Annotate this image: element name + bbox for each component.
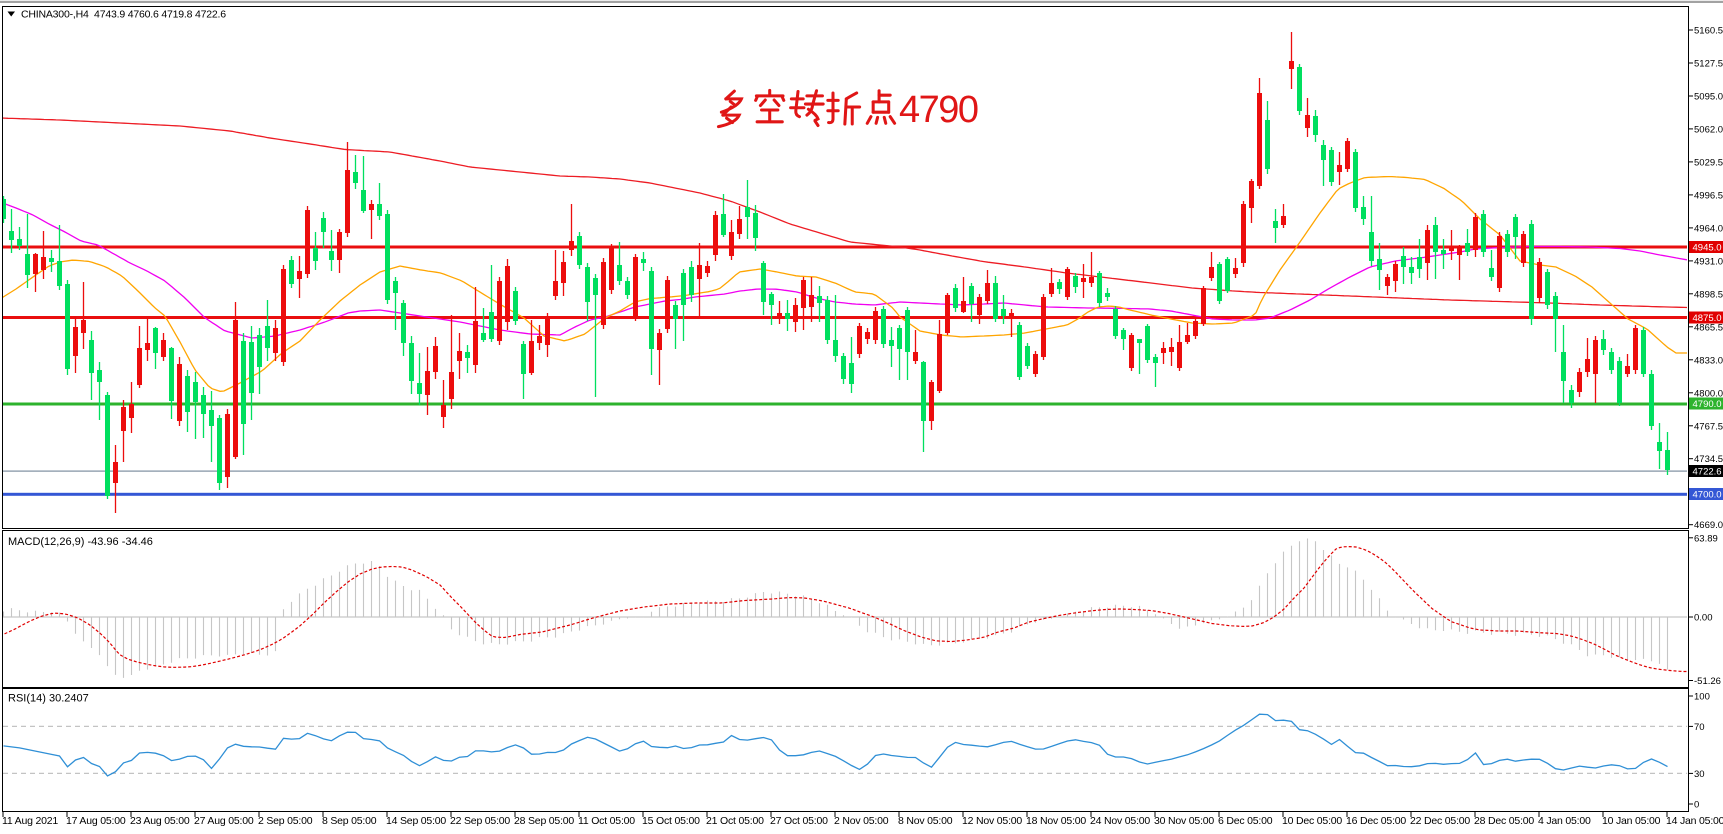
svg-text:10 Jan 05:00: 10 Jan 05:00 — [1602, 815, 1661, 827]
svg-text:22 Sep 05:00: 22 Sep 05:00 — [450, 815, 510, 827]
svg-text:70: 70 — [1694, 722, 1705, 733]
svg-text:5095.0: 5095.0 — [1694, 92, 1723, 103]
svg-text:21 Oct 05:00: 21 Oct 05:00 — [706, 815, 764, 827]
svg-text:15 Oct 05:00: 15 Oct 05:00 — [642, 815, 700, 827]
svg-text:63.89: 63.89 — [1694, 533, 1718, 544]
svg-text:0: 0 — [1694, 800, 1699, 811]
svg-text:5160.5: 5160.5 — [1694, 26, 1723, 37]
svg-text:2 Sep 05:00: 2 Sep 05:00 — [258, 815, 313, 827]
svg-text:12 Nov 05:00: 12 Nov 05:00 — [962, 815, 1022, 827]
svg-text:MACD(12,26,9) -43.96 -34.46: MACD(12,26,9) -43.96 -34.46 — [8, 536, 153, 548]
svg-text:4790: 4790 — [899, 89, 978, 131]
svg-text:23 Aug 05:00: 23 Aug 05:00 — [130, 815, 190, 827]
svg-text:CHINA300-,H4 4743.9 4760.6 47: CHINA300-,H4 4743.9 4760.6 4719.8 4722.6 — [21, 9, 226, 21]
svg-text:28 Sep 05:00: 28 Sep 05:00 — [514, 815, 574, 827]
svg-text:8 Sep 05:00: 8 Sep 05:00 — [322, 815, 377, 827]
svg-text:5029.5: 5029.5 — [1694, 157, 1723, 168]
svg-text:11 Oct 05:00: 11 Oct 05:00 — [578, 815, 635, 827]
svg-text:4700.0: 4700.0 — [1693, 490, 1722, 501]
svg-text:4800.0: 4800.0 — [1694, 388, 1723, 399]
svg-text:11 Aug 2021: 11 Aug 2021 — [2, 815, 58, 827]
svg-text:8 Nov 05:00: 8 Nov 05:00 — [898, 815, 953, 827]
svg-text:4875.0: 4875.0 — [1693, 313, 1722, 324]
svg-text:22 Dec 05:00: 22 Dec 05:00 — [1410, 815, 1470, 827]
svg-text:2 Nov 05:00: 2 Nov 05:00 — [834, 815, 889, 827]
svg-text:4833.0: 4833.0 — [1694, 355, 1723, 366]
svg-text:18 Nov 05:00: 18 Nov 05:00 — [1026, 815, 1086, 827]
svg-text:17 Aug 05:00: 17 Aug 05:00 — [66, 815, 126, 827]
svg-text:4790.0: 4790.0 — [1693, 399, 1722, 410]
svg-text:14 Sep 05:00: 14 Sep 05:00 — [386, 815, 446, 827]
svg-text:30: 30 — [1694, 769, 1705, 780]
svg-text:4996.5: 4996.5 — [1694, 190, 1723, 201]
svg-text:5062.0: 5062.0 — [1694, 124, 1723, 135]
svg-text:4898.5: 4898.5 — [1694, 289, 1723, 300]
svg-text:10 Dec 05:00: 10 Dec 05:00 — [1282, 815, 1342, 827]
svg-text:27 Oct 05:00: 27 Oct 05:00 — [770, 815, 828, 827]
svg-text:4767.5: 4767.5 — [1694, 421, 1723, 432]
svg-text:-51.26: -51.26 — [1694, 676, 1721, 687]
svg-text:100: 100 — [1694, 692, 1710, 703]
svg-text:30 Nov 05:00: 30 Nov 05:00 — [1154, 815, 1214, 827]
svg-text:28 Dec 05:00: 28 Dec 05:00 — [1474, 815, 1534, 827]
svg-text:4 Jan 05:00: 4 Jan 05:00 — [1538, 815, 1591, 827]
svg-text:4669.0: 4669.0 — [1694, 520, 1723, 531]
svg-text:4722.6: 4722.6 — [1693, 467, 1722, 478]
svg-text:4734.5: 4734.5 — [1694, 454, 1723, 465]
svg-text:0.00: 0.00 — [1694, 613, 1713, 624]
svg-text:16 Dec 05:00: 16 Dec 05:00 — [1346, 815, 1406, 827]
svg-text:4945.0: 4945.0 — [1693, 243, 1722, 254]
svg-text:6 Dec 05:00: 6 Dec 05:00 — [1218, 815, 1273, 827]
svg-text:4865.5: 4865.5 — [1694, 322, 1723, 333]
svg-text:RSI(14) 30.2407: RSI(14) 30.2407 — [8, 693, 89, 705]
svg-text:4964.0: 4964.0 — [1694, 223, 1723, 234]
svg-text:5127.5: 5127.5 — [1694, 59, 1723, 70]
svg-text:24 Nov 05:00: 24 Nov 05:00 — [1090, 815, 1150, 827]
svg-text:4931.0: 4931.0 — [1694, 256, 1723, 267]
svg-text:14 Jan 05:00: 14 Jan 05:00 — [1666, 815, 1723, 827]
svg-text:27 Aug 05:00: 27 Aug 05:00 — [194, 815, 254, 827]
